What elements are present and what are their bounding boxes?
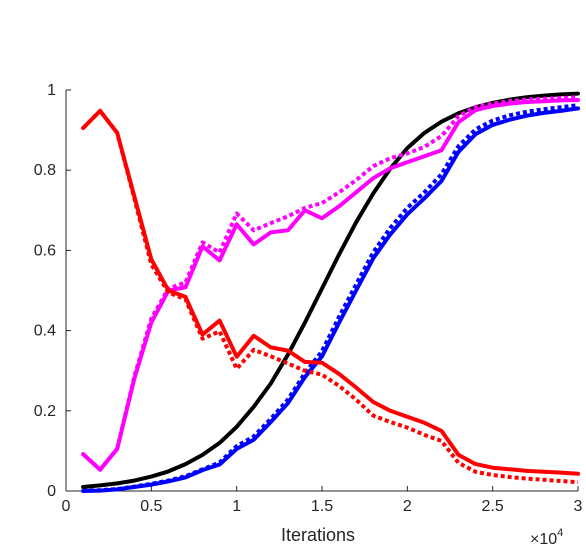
- x-axis-exponent: ×104: [530, 527, 563, 548]
- y-tick-label: 0.8: [34, 162, 56, 179]
- series-line-5: [81, 95, 579, 472]
- labels: Iterations ×104: [281, 525, 563, 548]
- series-line-2: [81, 106, 580, 493]
- x-exponent-power: 4: [557, 527, 563, 539]
- series-group: [81, 91, 580, 493]
- y-tick-label: 0.2: [34, 403, 56, 420]
- x-tick-label: 1: [232, 498, 241, 515]
- x-tick-label: 0: [62, 498, 71, 515]
- y-tick-label: 0: [47, 483, 56, 500]
- x-tick-label: 3: [574, 498, 583, 515]
- y-tick-label: 0.4: [34, 323, 56, 340]
- axes: 0 0.5 1 1.5 2 2.5 3 0 0.2 0.4 0.6 0.8 1: [34, 82, 583, 515]
- series-line-3: [83, 103, 579, 493]
- x-axis-title: Iterations: [281, 525, 355, 545]
- series-line-6: [81, 108, 580, 476]
- series-line-4: [81, 98, 580, 472]
- series-line-7: [81, 108, 579, 485]
- x-exponent-base: ×10: [530, 531, 557, 548]
- y-tick-label: 1: [47, 82, 56, 99]
- x-tick-label: 1.5: [311, 498, 333, 515]
- y-tick-label: 0.6: [34, 242, 56, 259]
- x-tick-label: 0.5: [140, 498, 162, 515]
- series-line-1: [81, 91, 580, 489]
- x-tick-label: 2.5: [482, 498, 504, 515]
- x-tick-label: 2: [403, 498, 412, 515]
